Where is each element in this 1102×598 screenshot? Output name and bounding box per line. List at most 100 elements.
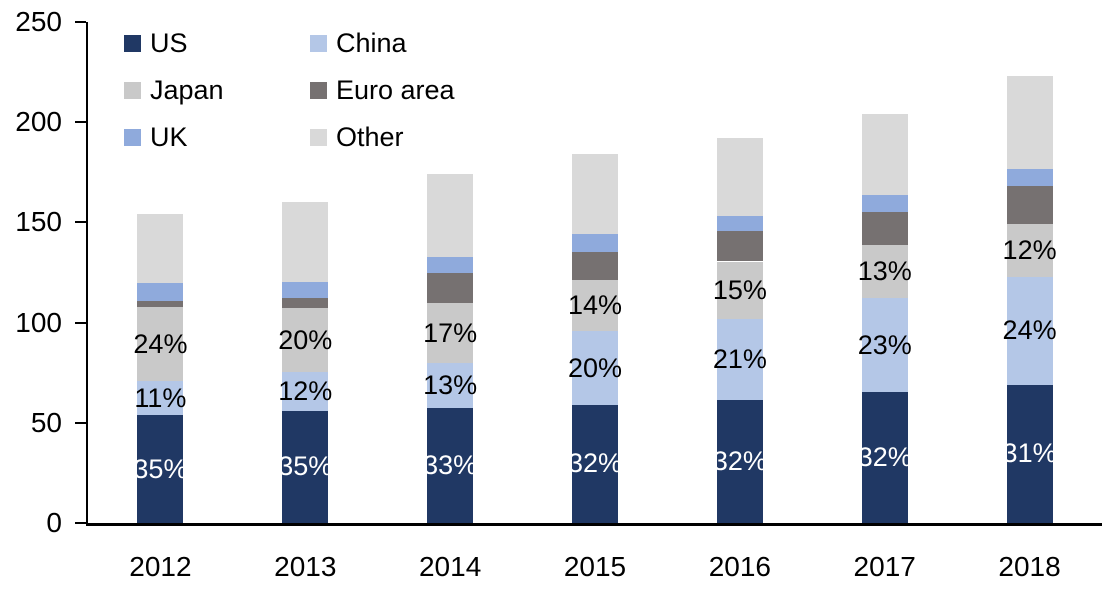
segment-us: 31%: [1003, 384, 1057, 523]
y-axis-line: [86, 22, 88, 525]
segment-data-label: 32%: [857, 442, 912, 473]
segment-data-label: 35%: [133, 453, 188, 484]
segment-data-label: 23%: [857, 329, 912, 360]
segment-data-label: 33%: [423, 449, 478, 480]
segment-data-label: 15%: [712, 274, 767, 305]
segment-japan: 24%: [133, 306, 187, 382]
x-axis-tick-label: 2013: [274, 551, 337, 582]
segment-us: 32%: [568, 404, 622, 523]
legend-label: Other: [336, 122, 404, 152]
segment-data-label: 20%: [278, 324, 333, 355]
legend-item-euro-area: Euro area: [310, 77, 455, 104]
y-axis-tick-label: 150: [15, 206, 62, 237]
segment-us: 33%: [423, 407, 477, 523]
x-axis-tick-label: 2017: [853, 551, 916, 582]
segment-us: 32%: [713, 399, 767, 523]
segment-data-label: 17%: [423, 317, 478, 348]
legend-label: US: [150, 28, 188, 58]
legend-item-china: China: [310, 30, 455, 57]
y-axis-tick-label: 200: [15, 106, 62, 137]
legend-label: Japan: [150, 75, 224, 105]
segment-other: [861, 114, 908, 195]
segment-data-label: 24%: [133, 328, 188, 359]
legend-label: UK: [150, 122, 188, 152]
y-axis-tick: [75, 522, 86, 524]
segment-other: [572, 154, 618, 235]
segment-uk: [282, 282, 329, 299]
bar-2013: 35% 12% 20%: [278, 202, 332, 523]
legend-label: Euro area: [336, 75, 455, 105]
segment-data-label: 32%: [712, 445, 767, 476]
x-axis-line: [86, 523, 1102, 526]
legend-item-other: Other: [310, 124, 455, 151]
segment-data-label: 12%: [1002, 234, 1057, 265]
segment-china: 23%: [858, 298, 912, 393]
legend: US China Japan Euro area UK Other: [124, 20, 455, 161]
segment-data-label: 13%: [423, 369, 478, 400]
x-axis-tick-label: 2016: [708, 551, 771, 582]
segment-china: 24%: [1003, 277, 1057, 385]
segment-data-label: 12%: [278, 376, 333, 407]
segment-data-label: 20%: [567, 352, 623, 383]
y-axis-tick-label: 50: [30, 407, 62, 438]
bar-2012: 35% 11% 24%: [133, 214, 187, 523]
segment-data-label: 21%: [712, 344, 767, 375]
segment-data-label: 13%: [857, 256, 912, 287]
segment-euro-area: [716, 231, 763, 262]
segment-data-label: 24%: [1002, 315, 1057, 346]
legend-swatch-icon: [124, 35, 141, 52]
y-axis-tick: [75, 121, 86, 123]
y-axis-tick-label: 0: [46, 507, 62, 538]
segment-uk: [572, 234, 618, 253]
legend-item-us: US: [124, 30, 310, 57]
y-axis-tick-label: 100: [15, 307, 62, 338]
segment-china: 21%: [713, 319, 767, 400]
bar-2016: 32% 21% 15%: [713, 138, 767, 523]
legend-item-japan: Japan: [124, 77, 310, 104]
x-axis-tick-label: 2015: [563, 551, 627, 582]
y-axis-tick: [75, 322, 86, 324]
segment-japan: 13%: [858, 245, 912, 299]
segment-china: 11%: [134, 381, 187, 415]
bar-2018: 31% 24% 12%: [1003, 76, 1057, 523]
segment-data-label: 32%: [567, 448, 623, 479]
segment-euro-area: [1006, 185, 1053, 224]
y-axis-tick: [75, 422, 86, 424]
segment-uk: [861, 194, 908, 212]
segment-euro-area: [282, 298, 329, 309]
segment-data-label: 35%: [278, 451, 333, 482]
segment-euro-area: [137, 300, 184, 307]
segment-japan: 17%: [423, 303, 477, 363]
segment-euro-area: [861, 211, 908, 246]
segment-uk: [716, 216, 763, 232]
legend-swatch-icon: [124, 82, 141, 99]
segment-data-label: 11%: [134, 382, 187, 413]
segment-us: 35%: [278, 410, 332, 523]
legend-swatch-icon: [310, 129, 327, 146]
y-axis-tick: [75, 221, 86, 223]
bar-2015: 32% 20% 14%: [568, 154, 622, 523]
segment-japan: 14%: [568, 279, 622, 332]
legend-swatch-icon: [310, 82, 327, 99]
segment-china: 13%: [423, 362, 477, 408]
segment-euro-area: [572, 252, 618, 280]
segment-us: 32%: [858, 392, 912, 523]
segment-other: [282, 202, 329, 283]
bar-2014: 33% 13% 17%: [423, 174, 477, 523]
segment-china: 20%: [568, 331, 622, 405]
x-axis-tick-label: 2014: [418, 551, 482, 582]
segment-other: [137, 214, 184, 283]
segment-other: [1006, 76, 1053, 169]
segment-uk: [1006, 168, 1053, 186]
segment-uk: [427, 257, 474, 274]
segment-other: [716, 138, 763, 217]
x-axis-tick-label: 2018: [998, 551, 1061, 582]
segment-other: [427, 174, 474, 258]
segment-data-label: 31%: [1002, 438, 1057, 469]
x-axis-tick-label: 2012: [129, 551, 192, 582]
segment-japan: 20%: [278, 308, 332, 373]
y-axis-tick: [75, 21, 86, 23]
segment-euro-area: [427, 273, 474, 304]
segment-china: 12%: [278, 372, 332, 411]
